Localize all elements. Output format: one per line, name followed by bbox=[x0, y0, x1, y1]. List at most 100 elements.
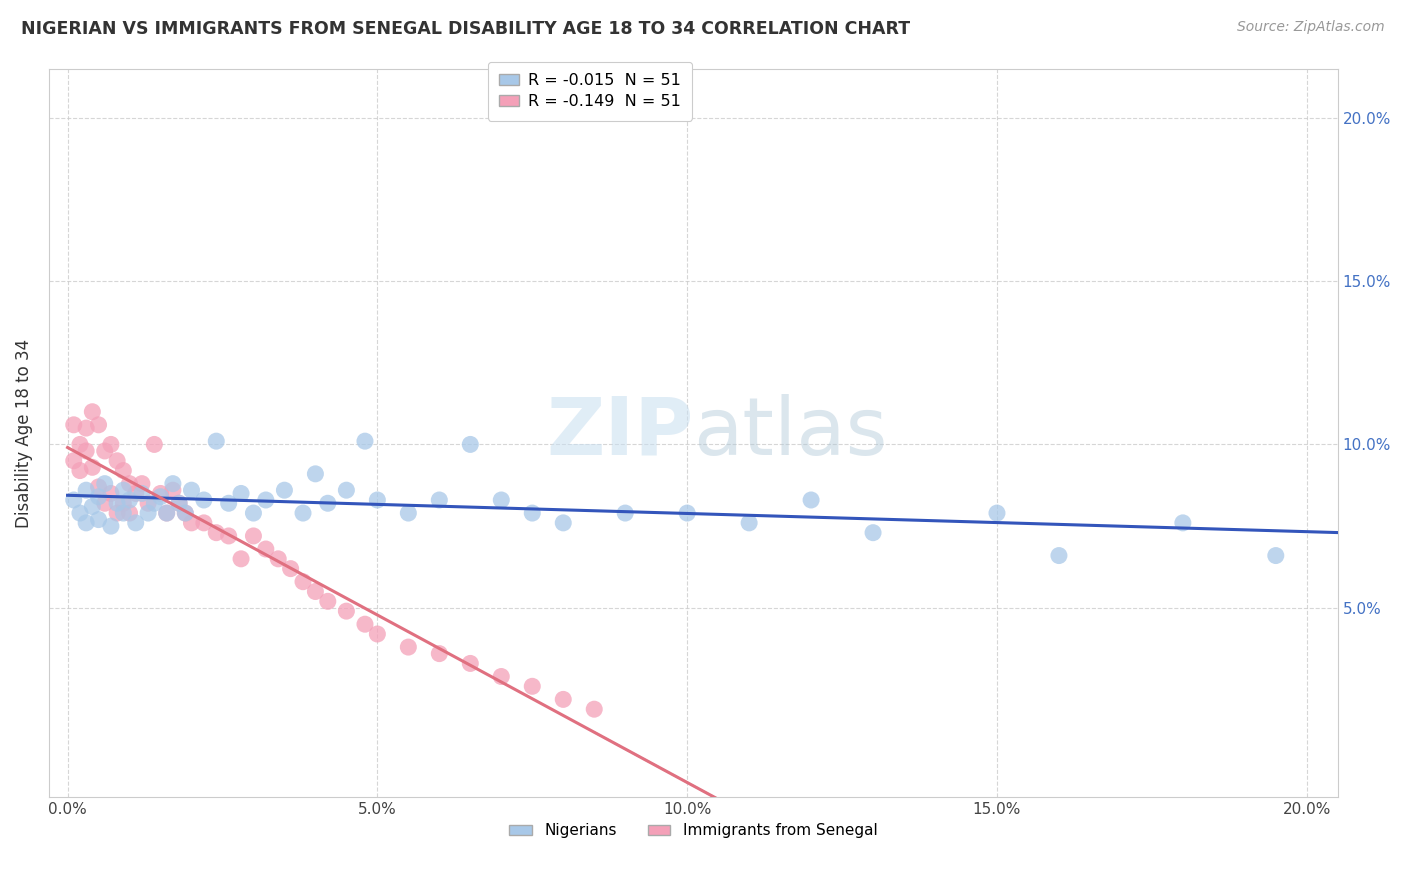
Point bbox=[583, 702, 606, 716]
Point bbox=[162, 483, 184, 498]
Point bbox=[167, 496, 190, 510]
Point bbox=[335, 604, 357, 618]
Point bbox=[316, 594, 339, 608]
Point bbox=[316, 496, 339, 510]
Point bbox=[112, 483, 135, 498]
Point bbox=[242, 529, 264, 543]
Text: ZIP: ZIP bbox=[546, 394, 693, 472]
Point bbox=[1264, 549, 1286, 563]
Point bbox=[125, 516, 148, 530]
Point bbox=[100, 486, 122, 500]
Point bbox=[254, 541, 277, 556]
Point bbox=[62, 454, 84, 468]
Point bbox=[427, 493, 450, 508]
Point bbox=[131, 486, 153, 500]
Point bbox=[82, 500, 104, 514]
Point bbox=[75, 421, 97, 435]
Point bbox=[93, 476, 115, 491]
Point bbox=[304, 584, 326, 599]
Point bbox=[162, 476, 184, 491]
Point bbox=[800, 493, 823, 508]
Point bbox=[69, 464, 91, 478]
Point bbox=[205, 525, 228, 540]
Point bbox=[862, 525, 884, 540]
Point bbox=[87, 417, 110, 432]
Point bbox=[82, 405, 104, 419]
Point bbox=[304, 467, 326, 481]
Point bbox=[156, 506, 179, 520]
Point bbox=[174, 506, 197, 520]
Point bbox=[193, 493, 215, 508]
Point bbox=[131, 476, 153, 491]
Point bbox=[229, 551, 252, 566]
Point bbox=[125, 486, 148, 500]
Point bbox=[174, 506, 197, 520]
Point bbox=[105, 506, 128, 520]
Point bbox=[112, 496, 135, 510]
Point bbox=[292, 506, 315, 520]
Point bbox=[738, 516, 761, 530]
Point bbox=[460, 437, 482, 451]
Point bbox=[460, 657, 482, 671]
Point bbox=[143, 437, 166, 451]
Point bbox=[149, 490, 172, 504]
Point bbox=[136, 506, 159, 520]
Point bbox=[354, 617, 377, 632]
Point bbox=[280, 561, 302, 575]
Point bbox=[254, 493, 277, 508]
Point bbox=[87, 480, 110, 494]
Point bbox=[614, 506, 637, 520]
Point bbox=[193, 516, 215, 530]
Point bbox=[118, 493, 141, 508]
Y-axis label: Disability Age 18 to 34: Disability Age 18 to 34 bbox=[15, 338, 32, 527]
Legend: Nigerians, Immigrants from Senegal: Nigerians, Immigrants from Senegal bbox=[503, 817, 883, 845]
Point bbox=[62, 417, 84, 432]
Point bbox=[335, 483, 357, 498]
Point bbox=[112, 464, 135, 478]
Point bbox=[118, 476, 141, 491]
Point bbox=[1171, 516, 1194, 530]
Point bbox=[1047, 549, 1070, 563]
Point bbox=[69, 506, 91, 520]
Point bbox=[75, 516, 97, 530]
Point bbox=[180, 516, 202, 530]
Point bbox=[87, 513, 110, 527]
Point bbox=[143, 496, 166, 510]
Point bbox=[491, 669, 513, 683]
Point bbox=[205, 434, 228, 449]
Point bbox=[267, 551, 290, 566]
Point bbox=[396, 506, 419, 520]
Point bbox=[87, 490, 110, 504]
Point bbox=[156, 506, 179, 520]
Point bbox=[218, 496, 240, 510]
Point bbox=[100, 519, 122, 533]
Point bbox=[229, 486, 252, 500]
Text: Source: ZipAtlas.com: Source: ZipAtlas.com bbox=[1237, 20, 1385, 34]
Point bbox=[136, 496, 159, 510]
Point bbox=[273, 483, 295, 498]
Point bbox=[553, 692, 575, 706]
Point bbox=[100, 437, 122, 451]
Point bbox=[75, 483, 97, 498]
Point bbox=[366, 493, 388, 508]
Point bbox=[427, 647, 450, 661]
Point bbox=[105, 496, 128, 510]
Point bbox=[180, 483, 202, 498]
Text: NIGERIAN VS IMMIGRANTS FROM SENEGAL DISABILITY AGE 18 TO 34 CORRELATION CHART: NIGERIAN VS IMMIGRANTS FROM SENEGAL DISA… bbox=[21, 20, 910, 37]
Point bbox=[986, 506, 1008, 520]
Point bbox=[522, 506, 544, 520]
Point bbox=[676, 506, 699, 520]
Point bbox=[93, 444, 115, 458]
Point bbox=[354, 434, 377, 449]
Point bbox=[75, 444, 97, 458]
Text: atlas: atlas bbox=[693, 394, 887, 472]
Point bbox=[522, 679, 544, 693]
Point bbox=[167, 496, 190, 510]
Point bbox=[82, 460, 104, 475]
Point bbox=[105, 454, 128, 468]
Point bbox=[118, 506, 141, 520]
Point bbox=[62, 493, 84, 508]
Point bbox=[93, 496, 115, 510]
Point bbox=[112, 506, 135, 520]
Point bbox=[491, 493, 513, 508]
